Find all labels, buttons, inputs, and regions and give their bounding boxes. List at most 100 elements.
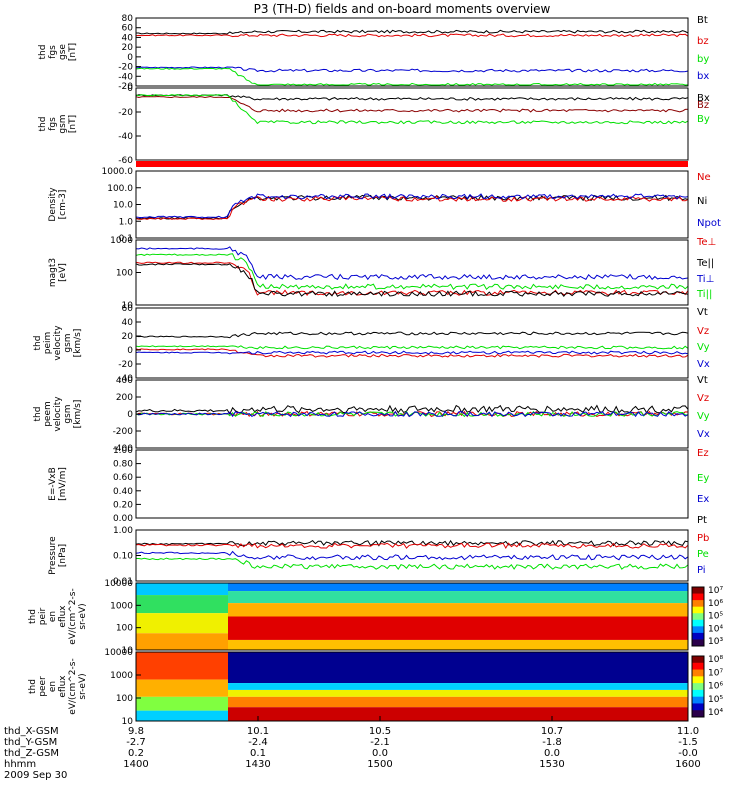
colorbar-tick-label: 10⁴: [708, 624, 723, 634]
panel-peim-velocity: 60 40 20 0 -20 -40 thd peim velocity gsm [km/s] Vt V…: [33, 304, 710, 384]
colorbar-segment: [692, 696, 704, 704]
y-tick-label: 100: [116, 624, 133, 634]
colorbar-frame: [691, 655, 705, 718]
temperature-series-ti: [135, 263, 689, 298]
x-axis-row-label: hhmm: [4, 759, 36, 770]
spectrogram-band: [228, 603, 688, 617]
y-tick-label: 60: [122, 304, 134, 314]
y-axis-label: [mV/m]: [58, 467, 68, 501]
colorbar-segment: [692, 619, 704, 627]
y-tick-label: -60: [118, 156, 133, 166]
time-range-bar: [136, 161, 688, 167]
peir-eflux-frame: [135, 582, 689, 651]
colorbar-tick-label: 10⁶: [708, 682, 723, 692]
legend-entry-pt: Pt: [697, 515, 707, 526]
peem-velocity-series-vx: [135, 410, 689, 418]
x-axis-tick-label: -2.7: [126, 737, 146, 748]
y-axis-label: thd: [33, 336, 43, 351]
x-axis-footer: thd_X-GSM 9.8 10.1 10.5 10.7 11.0 thd_Y-GSM -2.…: [4, 716, 701, 781]
panel-efield: 1.00 0.80 0.60 0.40 0.20 0.00 E=-VxB [mV/m] Ez Ey…: [48, 446, 709, 524]
legend-entry-ez: Ez: [697, 448, 709, 459]
colorbar-tick-label: 10⁴: [708, 708, 723, 718]
colorbar-segment: [692, 639, 704, 647]
x-axis-tick-label: 1600: [675, 759, 700, 770]
fgs-gse-series-bx: [135, 67, 689, 86]
peir-eflux-spectrogram: [136, 583, 688, 650]
colorbar-segment: [692, 689, 704, 698]
x-axis-tick-label: -1.5: [678, 737, 698, 748]
legend-entry-vz: Vz: [697, 326, 709, 337]
y-axis-label: [nT]: [68, 43, 78, 61]
y-tick-label: 60: [122, 24, 134, 34]
y-tick-label: 1.00: [113, 526, 133, 536]
legend-entry-vx: Vx: [697, 429, 710, 440]
legend-entry-vt: Vt: [697, 375, 708, 386]
y-axis-label: thd: [38, 117, 48, 132]
y-tick-label: 1000.0: [102, 167, 134, 177]
y-axis-label: fgs: [48, 117, 58, 131]
legend-entry-vt: Vt: [697, 307, 708, 318]
y-tick-label: 10000: [104, 579, 133, 589]
y-axis-label: en: [48, 611, 58, 622]
colorbar-segment: [692, 656, 704, 664]
colorbar-segment: [692, 606, 704, 614]
x-axis-row-label: thd_Y-GSM: [4, 737, 57, 748]
y-tick-label: 1000: [110, 601, 133, 611]
x-axis-tick-label: 11.0: [677, 726, 699, 737]
legend-entry-bz: bz: [697, 36, 709, 47]
temperature-series-te: [135, 246, 689, 281]
pressure-series-pb: [135, 542, 689, 549]
legend-entry-bx: Bx: [697, 93, 710, 104]
legend-entry-pb: Pb: [697, 533, 709, 544]
y-tick-label: 1.00: [113, 446, 133, 456]
density-series-ne: [135, 194, 689, 220]
y-tick-label: 0.20: [113, 500, 133, 510]
colorbar-segment: [692, 710, 704, 718]
x-axis-tick-label: 0.0: [372, 748, 388, 759]
y-axis-label: gsm: [63, 333, 73, 352]
pressure-frame: [135, 529, 689, 582]
panel-peem-velocity: 400 200 0 -200 -400 thd peem velocity gsm [km/s] V…: [33, 375, 710, 454]
colorbar-frame: [691, 586, 705, 647]
y-tick-label: 0: [127, 346, 133, 356]
y-tick-label: 20: [122, 332, 134, 342]
y-tick-label: 20: [122, 43, 134, 53]
spectrogram-band: [136, 613, 228, 634]
peim-velocity-series-vx: [135, 350, 689, 355]
y-axis-label: peir: [38, 607, 48, 625]
y-axis-label: eV/(cm^2-s-: [68, 658, 78, 714]
peim-velocity-series-vy: [135, 348, 689, 358]
y-tick-label: 1.0: [119, 217, 134, 227]
density-frame: [135, 170, 689, 239]
y-tick-label: -40: [118, 132, 133, 142]
colorbar-tick-label: 10⁵: [708, 612, 723, 622]
x-axis-tick-label: -1.8: [542, 737, 562, 748]
x-axis-tick-label: 10.7: [541, 726, 563, 737]
density-series-ni: [135, 195, 689, 221]
x-axis-tick-label: 10.1: [247, 726, 269, 737]
y-tick-label: 0: [127, 410, 133, 420]
y-tick-label: -20: [118, 108, 133, 118]
y-tick-label: 80: [122, 14, 134, 24]
y-tick-label: 0: [127, 53, 133, 63]
fgs-gse-series-bz: [135, 33, 689, 38]
peim-velocity-series-vt: [135, 331, 689, 339]
pressure-series-pt: [135, 539, 689, 547]
legend-entry-ne: Ne: [697, 172, 711, 183]
spectrogram-band: [228, 616, 688, 640]
x-axis-tick-label: -2.4: [248, 737, 268, 748]
legend-entry-te: Te⊥: [696, 237, 716, 248]
legend-entry-pe: Pe: [697, 549, 709, 560]
peim-velocity-series-vz: [135, 345, 689, 350]
legend-entry-ex: Ex: [697, 494, 709, 505]
colorbar-segment: [692, 703, 704, 711]
y-tick-label: 200: [116, 393, 133, 403]
y-tick-label: 10: [122, 717, 134, 727]
x-axis-tick-label: 1400: [123, 759, 148, 770]
legend-entry-by: By: [697, 114, 710, 125]
spectrogram-band: [228, 652, 688, 684]
x-axis-tick-label: -0.0: [678, 748, 698, 759]
y-axis-label: thd: [28, 679, 38, 694]
colorbar-tick-label: 10⁵: [708, 695, 723, 705]
